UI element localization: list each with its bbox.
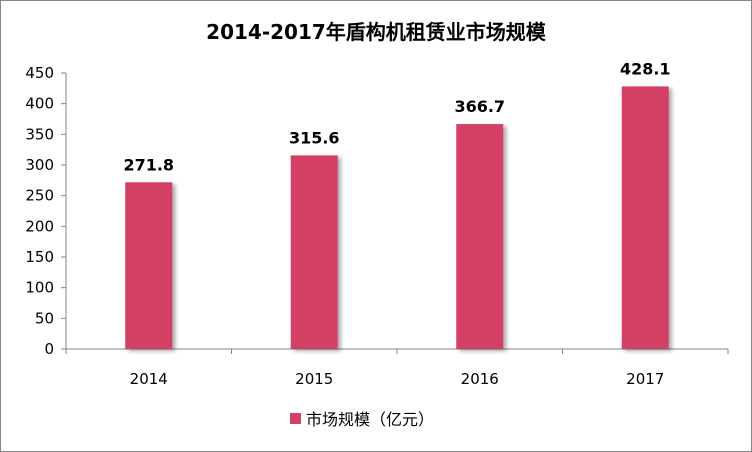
y-tick-label: 150 xyxy=(25,248,54,266)
y-tick-label: 250 xyxy=(25,187,54,205)
y-tick-label: 0 xyxy=(44,340,54,358)
bar xyxy=(621,86,669,349)
chart-data-labels: 271.8 315.6 366.7 428.1 xyxy=(123,59,670,174)
data-label: 366.7 xyxy=(454,97,505,116)
y-tick-label: 400 xyxy=(25,95,54,113)
x-tick-label: 2016 xyxy=(461,370,499,388)
y-tick-label: 300 xyxy=(25,156,54,174)
bar xyxy=(290,155,338,349)
data-label: 271.8 xyxy=(123,155,174,174)
chart-bars xyxy=(125,86,669,349)
bar xyxy=(456,124,504,349)
y-tick-label: 200 xyxy=(25,217,54,235)
chart-title: 2014-2017年盾构机租赁业市场规模 xyxy=(206,20,547,44)
legend-swatch xyxy=(290,413,301,424)
bar xyxy=(125,182,173,349)
x-tick-label: 2015 xyxy=(295,370,333,388)
y-tick-label: 450 xyxy=(25,64,54,82)
chart-axes: 0 50 100 150 200 250 300 350 400 450 2014 2015 2016 2… xyxy=(25,64,729,388)
x-tick-label: 2017 xyxy=(626,370,664,388)
chart-legend: 市场规模（亿元） xyxy=(290,410,434,429)
data-label: 315.6 xyxy=(289,128,340,147)
y-tick-label: 50 xyxy=(35,309,54,327)
y-tick-label: 100 xyxy=(25,279,54,297)
legend-label: 市场规模（亿元） xyxy=(306,410,434,429)
x-tick-label: 2014 xyxy=(130,370,168,388)
data-label: 428.1 xyxy=(620,59,671,78)
y-tick-label: 350 xyxy=(25,125,54,143)
